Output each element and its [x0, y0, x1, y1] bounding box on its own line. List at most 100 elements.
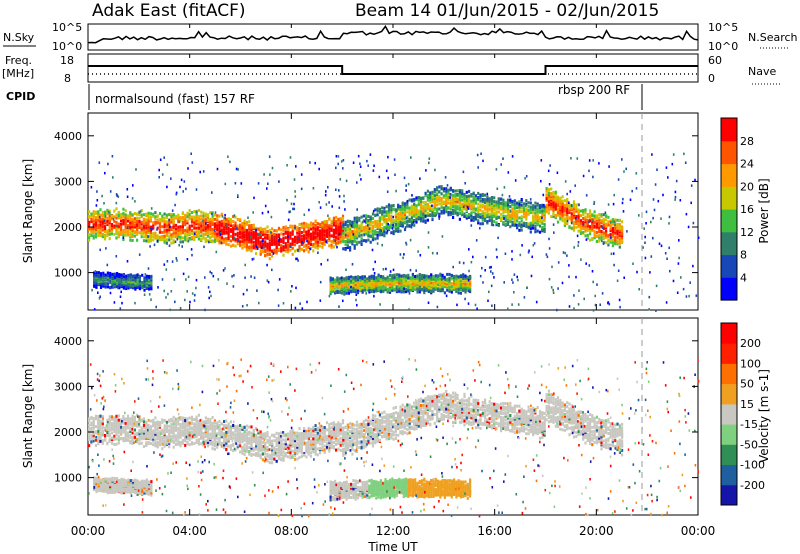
range-cell — [570, 212, 573, 216]
range-cell — [452, 197, 455, 201]
range-cell — [490, 200, 494, 204]
range-cell — [309, 247, 311, 251]
range-cell — [213, 234, 216, 238]
range-cell — [623, 276, 625, 279]
range-cell — [312, 243, 315, 246]
range-cell — [692, 264, 694, 268]
range-cell — [142, 217, 146, 221]
range-cell — [381, 231, 384, 235]
range-cell — [654, 183, 657, 186]
range-cell — [665, 301, 668, 304]
range-cell — [442, 187, 444, 190]
range-cell — [106, 212, 109, 216]
range-cell — [368, 278, 371, 282]
range-cell — [344, 223, 347, 227]
range-cell — [325, 223, 329, 227]
range-cell — [386, 275, 389, 279]
range-cell — [215, 250, 218, 254]
range-cell — [193, 230, 196, 234]
range-cell — [159, 158, 162, 161]
range-cell — [419, 202, 423, 206]
range-cell — [403, 214, 407, 218]
range-cell — [233, 214, 236, 217]
range-cell — [431, 208, 434, 212]
range-cell — [607, 220, 610, 224]
range-cell — [577, 214, 580, 218]
range-cell — [115, 230, 118, 234]
range-cell — [391, 274, 394, 278]
range-cell — [442, 211, 445, 215]
range-cell — [612, 202, 615, 206]
range-cell — [209, 235, 212, 239]
range-cell — [92, 214, 95, 217]
range-cell — [602, 234, 605, 238]
range-cell — [145, 212, 148, 216]
range-cell — [652, 216, 654, 220]
range-cell — [592, 280, 594, 284]
range-cell — [138, 220, 141, 223]
range-cell — [345, 288, 348, 292]
range-cell — [589, 219, 592, 223]
range-cell — [147, 230, 150, 234]
range-cell — [178, 244, 180, 247]
range-cell — [381, 215, 384, 219]
range-cell — [294, 190, 296, 193]
range-cell — [359, 287, 362, 291]
range-cell — [158, 176, 160, 179]
range-cell — [187, 275, 190, 279]
range-cell — [126, 224, 130, 228]
range-cell — [113, 423, 116, 426]
range-cell — [638, 214, 640, 217]
range-cell — [362, 227, 365, 231]
range-cell — [144, 273, 147, 276]
range-cell — [619, 305, 621, 309]
range-cell — [312, 226, 315, 230]
range-cell — [502, 157, 504, 160]
range-cell — [188, 212, 191, 216]
range-cell — [586, 219, 589, 223]
range-cell — [154, 231, 157, 235]
range-cell — [449, 213, 452, 217]
range-cell — [618, 241, 621, 245]
range-cell — [126, 219, 130, 223]
range-cell — [101, 429, 104, 433]
range-cell — [407, 182, 410, 186]
range-cell — [243, 228, 246, 232]
range-cell — [547, 188, 550, 192]
range-cell — [454, 198, 457, 201]
range-cell — [605, 224, 608, 228]
range-cell — [282, 302, 285, 305]
range-cell — [554, 196, 557, 199]
range-cell — [511, 216, 514, 220]
range-cell — [338, 278, 341, 282]
range-cell — [608, 302, 611, 306]
range-cell — [343, 282, 346, 286]
range-cell — [209, 211, 212, 215]
range-cell — [122, 274, 125, 278]
range-cell — [484, 207, 487, 211]
range-cell — [676, 291, 679, 294]
range-cell — [287, 247, 290, 251]
range-cell — [461, 189, 464, 193]
range-cell — [490, 265, 492, 269]
range-cell — [445, 207, 448, 211]
range-cell — [332, 216, 335, 220]
range-cell — [340, 160, 343, 163]
range-cell — [255, 230, 258, 234]
range-cell — [371, 212, 375, 216]
range-cell — [454, 205, 457, 208]
range-cell — [534, 213, 537, 217]
range-cell — [582, 220, 585, 224]
range-cell — [423, 286, 426, 290]
range-cell — [521, 244, 523, 247]
range-cell — [461, 209, 464, 213]
range-cell — [108, 439, 111, 443]
range-cell — [296, 235, 299, 239]
range-cell — [650, 220, 652, 224]
range-cell — [462, 205, 465, 209]
range-cell — [476, 153, 479, 157]
range-cell — [169, 308, 171, 312]
range-cell — [430, 276, 433, 280]
range-cell — [256, 247, 259, 250]
